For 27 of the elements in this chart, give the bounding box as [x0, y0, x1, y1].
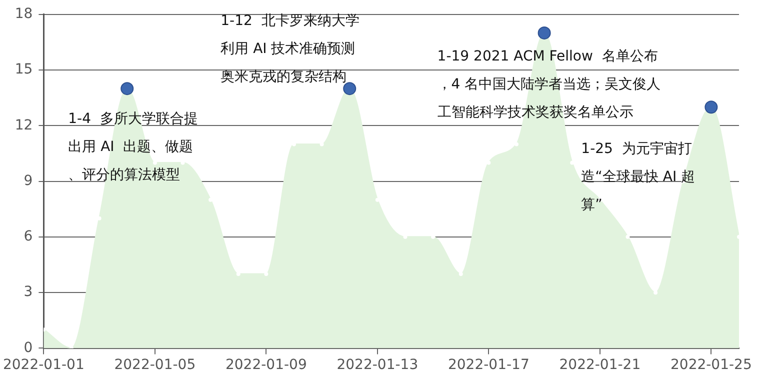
y-tick-label: 3 — [24, 284, 33, 300]
annotation: 1-4 多所大学联合提出用 AI 出题、做题、评分的算法模型 — [68, 111, 198, 184]
annotation: 1-25 为元宇宙打造“全球最快 AI 超算” — [581, 140, 696, 213]
y-tick-label: 9 — [24, 172, 33, 189]
y-tick-label: 15 — [14, 62, 33, 78]
point — [486, 160, 491, 165]
point — [236, 272, 240, 276]
x-tick-label: 2022-01-13 — [336, 357, 418, 374]
annotation: 1-19 2021 ACM Fellow 名单公布，4 名中国大陆学者当选；吴文俊人工智能科学技术奖获奖名单公示 — [437, 48, 661, 121]
point — [264, 272, 268, 276]
point — [654, 290, 658, 295]
x-tick-label: 2022-01-25 — [670, 357, 752, 374]
point — [152, 160, 157, 165]
y-tick-label: 0 — [24, 340, 33, 356]
point — [626, 234, 630, 239]
point — [514, 142, 518, 146]
x-tick-label: 2022-01-17 — [448, 357, 530, 374]
y-tick-label: 18 — [14, 6, 33, 22]
y-tick-label: 12 — [14, 117, 33, 134]
x-tick-label: 2022-01-01 — [2, 357, 84, 374]
point — [458, 272, 463, 276]
x-tick-label: 2022-01-05 — [114, 357, 196, 374]
x-tick-label: 2022-01-09 — [225, 357, 307, 374]
y-tick-label: 6 — [24, 228, 33, 245]
point — [375, 198, 380, 202]
annotation: 1-12 北卡罗来纳大学利用 AI 技术准确预测奥米克戎的复杂结构 — [220, 13, 360, 86]
x-tick-label: 2022-01-21 — [559, 357, 641, 374]
